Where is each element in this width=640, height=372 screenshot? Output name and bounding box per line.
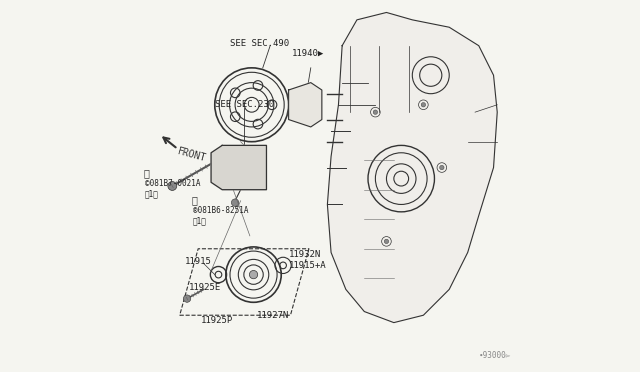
Polygon shape — [328, 13, 497, 323]
Text: 11915: 11915 — [185, 257, 212, 266]
Circle shape — [421, 103, 426, 107]
Text: Ⓐ: Ⓐ — [144, 168, 150, 178]
Circle shape — [384, 239, 388, 244]
Text: 11925P: 11925P — [200, 316, 233, 325]
Text: ∙93000▻: ∙93000▻ — [479, 351, 511, 360]
Text: 11940▶: 11940▶ — [292, 49, 324, 58]
Polygon shape — [211, 145, 266, 190]
Circle shape — [168, 182, 177, 190]
Text: Ⓑ: Ⓑ — [192, 195, 198, 205]
Text: SEE SEC.490: SEE SEC.490 — [230, 39, 289, 48]
Text: FRONT: FRONT — [176, 146, 207, 163]
Polygon shape — [289, 83, 322, 127]
Text: 11915+A: 11915+A — [289, 261, 326, 270]
Text: SEE SEC.230: SEE SEC.230 — [215, 100, 274, 109]
Circle shape — [250, 270, 258, 279]
Text: ©081B7-0021A
、1）: ©081B7-0021A 、1） — [145, 179, 200, 198]
Text: 11925E: 11925E — [189, 283, 221, 292]
Circle shape — [232, 199, 239, 206]
Text: 11932N: 11932N — [289, 250, 321, 259]
Circle shape — [440, 165, 444, 170]
Circle shape — [373, 110, 378, 114]
Text: 11927N: 11927N — [257, 311, 289, 320]
Text: ®081B6-8251A
、1）: ®081B6-8251A 、1） — [193, 206, 248, 226]
Circle shape — [184, 295, 191, 302]
